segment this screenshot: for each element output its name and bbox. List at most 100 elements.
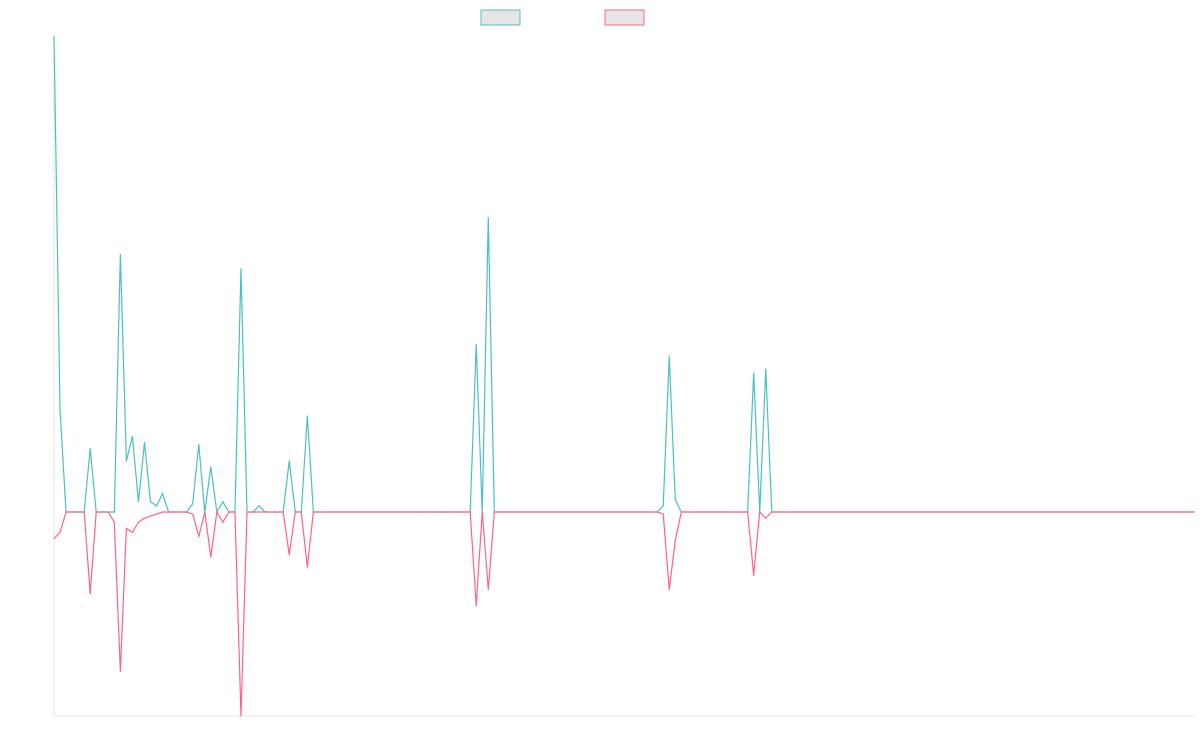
- data-point[interactable]: [137, 521, 140, 523]
- data-point[interactable]: [113, 511, 115, 513]
- data-point[interactable]: [481, 511, 483, 513]
- data-point[interactable]: [155, 505, 158, 507]
- data-point[interactable]: [77, 511, 79, 513]
- data-point[interactable]: [101, 511, 103, 513]
- data-point[interactable]: [294, 511, 296, 513]
- data-point[interactable]: [415, 511, 417, 513]
- data-point[interactable]: [771, 511, 773, 513]
- series-2: [53, 510, 1195, 717]
- data-point[interactable]: [288, 460, 290, 462]
- data-point[interactable]: [149, 515, 152, 517]
- data-point[interactable]: [125, 460, 127, 462]
- data-point[interactable]: [753, 372, 755, 374]
- legend: [480, 9, 645, 26]
- data-point[interactable]: [306, 415, 308, 417]
- data-point[interactable]: [168, 511, 170, 513]
- data-point[interactable]: [198, 443, 200, 446]
- data-point[interactable]: [759, 511, 761, 513]
- data-point[interactable]: [475, 605, 477, 607]
- data-point[interactable]: [668, 588, 670, 591]
- data-point[interactable]: [469, 511, 471, 513]
- data-point[interactable]: [149, 501, 152, 503]
- data-point[interactable]: [95, 511, 97, 513]
- series-layer: [53, 35, 1195, 717]
- data-point[interactable]: [234, 511, 236, 513]
- data-point[interactable]: [258, 511, 260, 513]
- data-point[interactable]: [228, 511, 230, 513]
- data-point[interactable]: [53, 35, 55, 37]
- data-point[interactable]: [777, 511, 779, 513]
- data-point[interactable]: [246, 511, 248, 513]
- data-point[interactable]: [89, 448, 91, 450]
- data-point[interactable]: [71, 511, 73, 513]
- data-point[interactable]: [1193, 511, 1195, 513]
- data-point[interactable]: [216, 511, 218, 513]
- data-point[interactable]: [747, 511, 749, 513]
- data-point[interactable]: [457, 511, 459, 513]
- data-point[interactable]: [204, 511, 206, 513]
- data-point[interactable]: [674, 539, 676, 542]
- data-point[interactable]: [288, 554, 290, 556]
- data-point[interactable]: [264, 511, 266, 513]
- data-point[interactable]: [306, 566, 308, 568]
- data-point[interactable]: [119, 670, 121, 672]
- data-point[interactable]: [210, 466, 212, 468]
- legend-swatch-1[interactable]: [480, 9, 521, 26]
- data-point[interactable]: [222, 501, 224, 503]
- data-point[interactable]: [258, 505, 260, 507]
- data-point[interactable]: [137, 501, 140, 503]
- data-point[interactable]: [59, 531, 61, 534]
- legend-swatch-2[interactable]: [604, 9, 645, 26]
- data-point[interactable]: [161, 511, 164, 513]
- data-point[interactable]: [59, 409, 61, 411]
- data-point[interactable]: [65, 511, 67, 513]
- data-point[interactable]: [668, 356, 670, 358]
- data-point[interactable]: [113, 521, 115, 523]
- data-point[interactable]: [433, 511, 435, 513]
- data-point[interactable]: [186, 511, 188, 513]
- data-point[interactable]: [210, 556, 212, 558]
- data-point[interactable]: [765, 517, 767, 519]
- data-point[interactable]: [445, 511, 447, 513]
- data-point[interactable]: [765, 368, 767, 370]
- data-point[interactable]: [89, 593, 91, 595]
- data-point[interactable]: [475, 343, 477, 346]
- data-point[interactable]: [656, 511, 658, 513]
- data-point[interactable]: [155, 513, 158, 515]
- data-point[interactable]: [119, 253, 121, 256]
- data-point[interactable]: [125, 527, 127, 529]
- data-point[interactable]: [143, 517, 146, 519]
- data-point[interactable]: [53, 537, 55, 540]
- data-point[interactable]: [487, 588, 489, 591]
- data-point[interactable]: [312, 511, 314, 513]
- data-point[interactable]: [439, 511, 441, 513]
- data-point[interactable]: [143, 441, 146, 444]
- data-point[interactable]: [674, 499, 676, 501]
- data-point[interactable]: [192, 513, 194, 515]
- data-point[interactable]: [427, 511, 429, 513]
- data-point[interactable]: [252, 511, 254, 513]
- data-point[interactable]: [161, 493, 164, 495]
- axes: [53, 36, 1194, 717]
- data-point[interactable]: [451, 511, 453, 513]
- data-point[interactable]: [680, 511, 682, 513]
- data-point[interactable]: [107, 511, 109, 513]
- data-point[interactable]: [493, 511, 495, 513]
- data-point[interactable]: [662, 513, 664, 515]
- data-point[interactable]: [222, 521, 224, 523]
- data-point[interactable]: [300, 511, 302, 513]
- data-point[interactable]: [753, 574, 755, 576]
- data-point[interactable]: [83, 511, 85, 513]
- data-point[interactable]: [198, 535, 200, 538]
- data-point[interactable]: [131, 435, 134, 438]
- data-point[interactable]: [282, 511, 284, 513]
- data-point[interactable]: [463, 511, 465, 513]
- data-point[interactable]: [240, 268, 242, 270]
- data-point[interactable]: [192, 503, 194, 505]
- data-point[interactable]: [662, 505, 664, 507]
- data-point[interactable]: [131, 531, 134, 534]
- data-point[interactable]: [487, 217, 489, 219]
- data-point[interactable]: [240, 715, 242, 717]
- data-point[interactable]: [421, 511, 423, 513]
